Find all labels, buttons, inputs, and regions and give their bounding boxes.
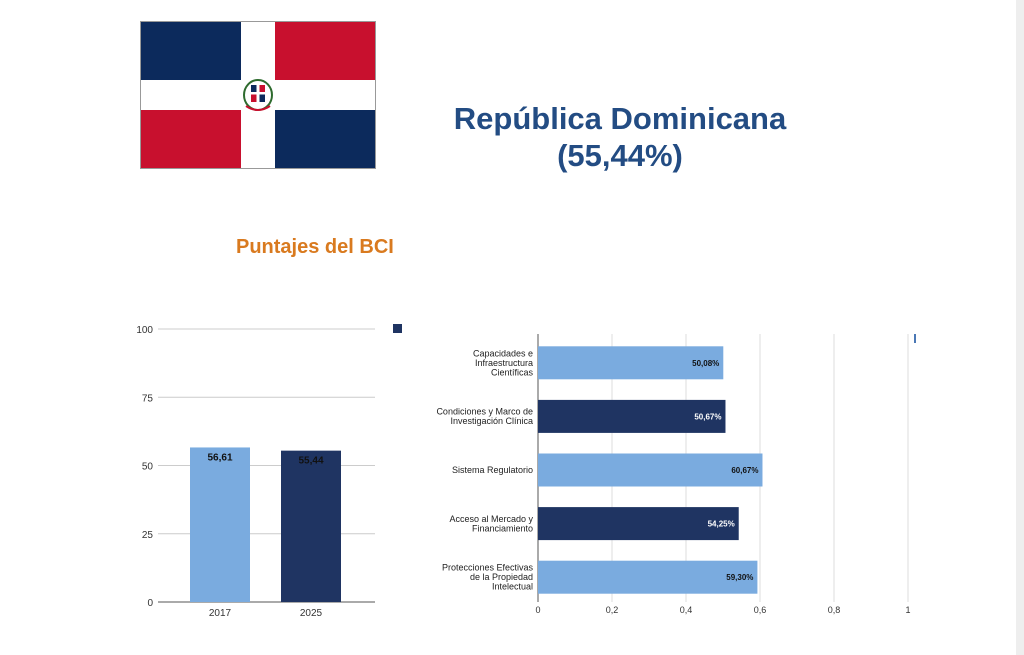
category-label-line: Financiamiento <box>472 523 533 533</box>
data-label: 50,67% <box>694 412 721 421</box>
category-label-line: Acceso al Mercado y <box>449 514 533 524</box>
data-label: 56,61 <box>207 452 232 463</box>
y-category-label: Capacidades e Infraestructura Científicas <box>473 348 534 377</box>
y-category-label: Acceso al Mercado y Financiamiento <box>449 514 533 534</box>
category-label-line: Científicas <box>491 367 534 377</box>
category-label-line: de la Propiedad <box>470 572 533 582</box>
bar <box>538 507 739 541</box>
x-tick-label: 0,4 <box>680 605 693 615</box>
page-title: República Dominicana (55,44%) <box>420 100 820 174</box>
y-tick-label: 100 <box>136 325 153 336</box>
page-edge <box>1016 0 1024 655</box>
bci-yearly-bar-chart: 0 25 50 75 100 56,61 2017 55,44 2025 <box>136 324 402 619</box>
x-tick-label: 0,8 <box>828 605 841 615</box>
x-tick-label: 2025 <box>300 608 323 619</box>
category-label-line: Investigación Clínica <box>450 416 533 426</box>
data-label: 55,44 <box>298 456 323 467</box>
bar <box>538 399 726 433</box>
data-label: 60,67% <box>731 466 758 475</box>
x-tick-label: 0,2 <box>606 605 619 615</box>
data-label: 59,30% <box>726 573 753 582</box>
data-label: 50,08% <box>692 359 719 368</box>
y-category-label: Protecciones Efectivas de la Propiedad Int… <box>442 563 534 592</box>
bci-pillar-bar-chart: 0 0,2 0,4 0,6 0,8 1 50,08% Capacidades e Infraes… <box>436 334 916 615</box>
bar <box>190 447 250 602</box>
category-label-line: Capacidades e <box>473 348 533 358</box>
bar <box>538 453 763 487</box>
coat-of-arms-icon <box>243 79 273 111</box>
country-title: República Dominicana <box>453 101 787 136</box>
dominican-republic-flag-icon <box>140 21 376 169</box>
y-tick-label: 50 <box>142 462 154 473</box>
category-label-line: Infraestructura <box>475 358 533 368</box>
x-tick-label: 2017 <box>209 608 232 619</box>
y-category-label: Sistema Regulatorio <box>452 465 533 475</box>
bar <box>538 560 758 594</box>
bar <box>281 450 341 602</box>
y-category-label: Condiciones y Marco de Investigación Clín… <box>436 407 533 427</box>
x-tick-label: 0 <box>535 605 540 615</box>
y-tick-label: 0 <box>147 598 153 609</box>
legend-swatch <box>393 324 402 333</box>
bar <box>538 346 724 380</box>
y-tick-label: 25 <box>142 530 154 541</box>
country-score: (55,44%) <box>557 138 683 173</box>
data-label: 54,25% <box>708 520 735 529</box>
category-label-line: Sistema Regulatorio <box>452 465 533 475</box>
x-tick-label: 1 <box>905 605 910 615</box>
section-title: Puntajes del BCI <box>236 236 394 258</box>
y-tick-label: 75 <box>142 393 154 404</box>
category-label-line: Protecciones Efectivas <box>442 563 534 573</box>
legend-swatch <box>914 334 916 343</box>
x-tick-label: 0,6 <box>754 605 767 615</box>
category-label-line: Condiciones y Marco de <box>436 407 533 417</box>
category-label-line: Intelectual <box>492 582 533 592</box>
